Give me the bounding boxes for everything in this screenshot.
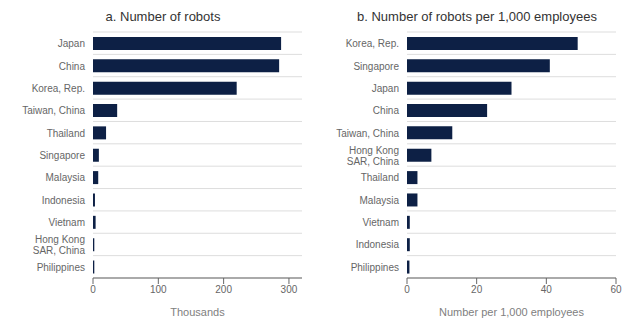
svg-text:300: 300 <box>281 284 298 295</box>
svg-text:Philippines: Philippines <box>37 261 85 272</box>
svg-text:Indonesia: Indonesia <box>356 239 400 250</box>
svg-text:Indonesia: Indonesia <box>42 194 86 205</box>
svg-text:Vietnam: Vietnam <box>362 217 399 228</box>
svg-text:Japan: Japan <box>58 38 85 49</box>
svg-text:Korea, Rep.: Korea, Rep. <box>346 38 399 49</box>
svg-text:0: 0 <box>404 284 410 295</box>
svg-text:Number per 1,000 employees: Number per 1,000 employees <box>439 306 584 318</box>
svg-text:Korea, Rep.: Korea, Rep. <box>32 82 85 93</box>
svg-text:Philippines: Philippines <box>351 261 399 272</box>
svg-text:Singapore: Singapore <box>353 60 399 71</box>
svg-text:0: 0 <box>90 284 96 295</box>
svg-text:Thousands: Thousands <box>170 306 225 318</box>
svg-text:200: 200 <box>215 284 232 295</box>
svg-text:Taiwan, China: Taiwan, China <box>336 127 399 138</box>
svg-text:20: 20 <box>471 284 483 295</box>
svg-text:100: 100 <box>150 284 167 295</box>
svg-text:60: 60 <box>610 284 622 295</box>
svg-text:Thailand: Thailand <box>361 172 399 183</box>
svg-text:Hong KongSAR, China: Hong KongSAR, China <box>33 233 86 255</box>
html-text:a. Number of robots: a. Number of robots <box>105 9 221 24</box>
svg-text:Thailand: Thailand <box>47 127 85 138</box>
svg-text:Malaysia: Malaysia <box>360 194 400 205</box>
svg-text:Japan: Japan <box>372 82 399 93</box>
svg-text:Vietnam: Vietnam <box>48 217 85 228</box>
svg-text:Taiwan, China: Taiwan, China <box>22 105 85 116</box>
svg-text:China: China <box>59 60 86 71</box>
svg-text:40: 40 <box>541 284 553 295</box>
svg-text:Malaysia: Malaysia <box>46 172 86 183</box>
svg-text:Singapore: Singapore <box>39 150 85 161</box>
svg-text:China: China <box>373 105 400 116</box>
svg-text:Hong KongSAR, China: Hong KongSAR, China <box>347 144 400 166</box>
html-text:b. Number of robots per 1,000: b. Number of robots per 1,000 employees <box>357 9 597 24</box>
